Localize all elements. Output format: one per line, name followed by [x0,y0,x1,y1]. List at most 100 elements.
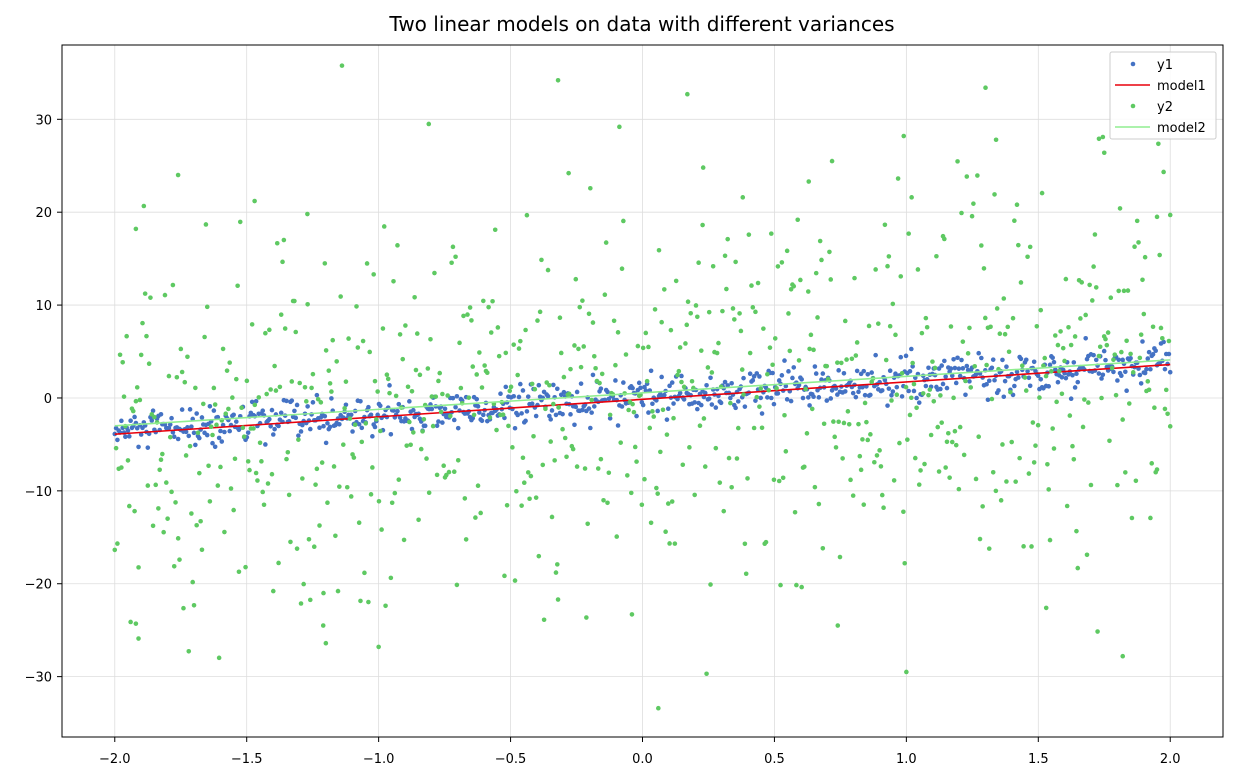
point-y1 [667,383,672,389]
point-y2 [420,429,425,434]
point-y1 [272,426,277,432]
point-y2 [673,278,679,284]
point-y2 [511,342,517,347]
point-y1 [588,425,593,431]
x-tick-label: 0.5 [764,752,785,767]
point-y1 [293,415,299,421]
point-y1 [551,382,556,388]
point-y2 [181,605,186,611]
point-y2 [755,280,761,286]
point-y2 [190,579,196,585]
point-y2 [145,483,151,488]
point-y2 [347,416,353,421]
point-y2 [532,386,538,392]
point-y2 [429,394,435,399]
point-y1 [138,432,144,437]
point-y2 [944,439,950,445]
point-y1 [885,403,890,408]
y-tick-label: 20 [35,206,52,221]
point-y2 [915,267,921,272]
point-y2 [938,393,943,398]
point-y2 [252,402,258,408]
y-tick-label: −20 [25,578,52,593]
point-y2 [296,437,301,442]
point-y2 [875,321,881,326]
point-y1 [212,444,218,450]
point-y1 [692,400,697,405]
point-y2 [766,387,771,393]
point-y2 [873,267,878,272]
point-y1 [636,380,642,386]
point-y2 [482,363,487,368]
point-y2 [481,298,486,304]
point-y2 [437,370,443,376]
point-y2 [882,222,888,228]
point-y1 [771,401,777,407]
point-y2 [237,219,243,225]
point-y2 [806,179,812,184]
point-y2 [239,405,244,411]
point-y2 [662,287,667,292]
point-y2 [890,301,896,307]
point-y2 [433,394,439,399]
point-y2 [864,419,869,425]
point-y1 [356,421,362,427]
point-y2 [471,412,477,418]
point-y1 [1144,366,1149,372]
point-y2 [454,582,460,588]
point-y1 [911,388,917,394]
point-y2 [333,533,338,539]
point-y2 [564,454,569,460]
point-y2 [779,260,785,265]
point-y2 [1133,478,1139,484]
point-y2 [377,428,383,434]
point-y2 [1104,342,1110,348]
point-y1 [698,402,704,408]
point-y2 [302,384,308,390]
point-y2 [570,446,576,452]
point-y2 [488,330,494,335]
point-y1 [1096,371,1102,376]
point-y1 [659,374,664,380]
point-y2 [120,359,125,365]
point-y1 [1071,360,1077,365]
point-y2 [725,236,730,242]
point-y2 [746,232,752,237]
point-y2 [858,467,864,473]
point-y1 [454,393,460,399]
point-y2 [523,327,528,333]
point-y2 [297,380,303,386]
point-y2 [757,404,762,409]
point-y2 [278,312,284,317]
point-y1 [276,423,281,429]
point-y2 [745,476,750,481]
point-y2 [1152,405,1157,410]
point-y2 [993,137,999,143]
point-y2 [651,414,657,419]
point-y2 [492,227,498,233]
point-y2 [907,412,913,418]
point-y2 [358,598,363,604]
point-y1 [985,397,991,403]
legend-label-model1: model1 [1157,79,1206,94]
legend-label-model2: model2 [1157,121,1206,136]
point-y2 [692,492,697,498]
x-tick-label: 1.5 [1028,752,1049,767]
point-y2 [177,557,182,562]
point-y1 [524,409,530,414]
point-y1 [1035,373,1041,379]
point-y1 [1055,379,1061,385]
point-y1 [967,379,972,384]
point-y2 [989,396,995,402]
point-y2 [218,464,223,470]
point-y2 [566,391,572,397]
point-y2 [1056,368,1062,374]
point-y2 [602,292,608,298]
point-y2 [942,236,947,242]
point-y2 [1083,312,1088,318]
point-y2 [986,546,992,551]
point-y1 [642,384,647,390]
point-y2 [527,496,532,502]
point-y1 [903,353,909,359]
point-y2 [277,384,283,390]
